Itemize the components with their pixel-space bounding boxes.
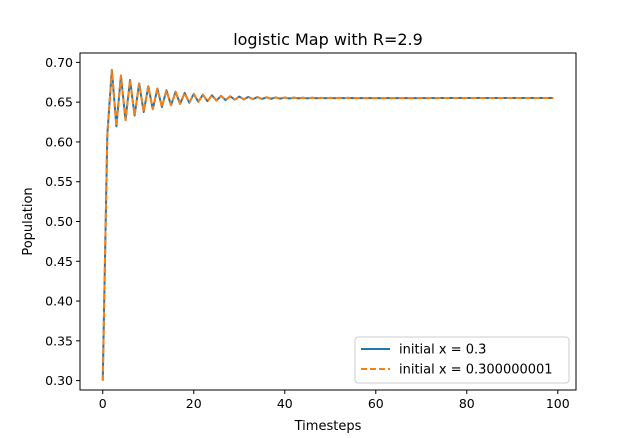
series-layer — [101, 68, 554, 381]
y-tick-label: 0.55 — [45, 174, 73, 189]
x-tick-label: 20 — [186, 396, 202, 411]
y-tick-label: 0.30 — [45, 373, 73, 388]
y-tick-label: 0.45 — [45, 254, 73, 269]
x-tick-label: 100 — [546, 396, 570, 411]
legend-label-series-1: initial x = 0.3 — [399, 343, 486, 358]
x-tick-label: 0 — [99, 396, 107, 411]
x-tick-label: 80 — [459, 396, 475, 411]
x-tick-label: 60 — [368, 396, 384, 411]
y-tick-label: 0.70 — [45, 55, 73, 70]
x-axis: 0 20 40 60 80 100 — [99, 390, 570, 411]
y-tick-label: 0.50 — [45, 214, 73, 229]
legend: initial x = 0.3 initial x = 0.300000001 — [354, 336, 570, 384]
x-axis-label: Timesteps — [294, 419, 362, 434]
y-tick-label: 0.60 — [45, 134, 73, 149]
y-axis-label: Population — [21, 187, 36, 255]
chart-title: logistic Map with R=2.9 — [233, 30, 423, 49]
series-line-1 — [101, 68, 554, 381]
legend-label-series-2: initial x = 0.300000001 — [399, 363, 553, 378]
x-tick-label: 40 — [277, 396, 293, 411]
y-axis: 0.30 0.35 0.40 0.45 0.50 0.55 0.60 0.65 0.70 — [45, 55, 80, 388]
y-tick-label: 0.65 — [45, 95, 73, 110]
y-tick-label: 0.35 — [45, 333, 73, 348]
series-line-2 — [101, 68, 554, 381]
y-tick-label: 0.40 — [45, 294, 73, 309]
legend-box — [354, 336, 570, 384]
